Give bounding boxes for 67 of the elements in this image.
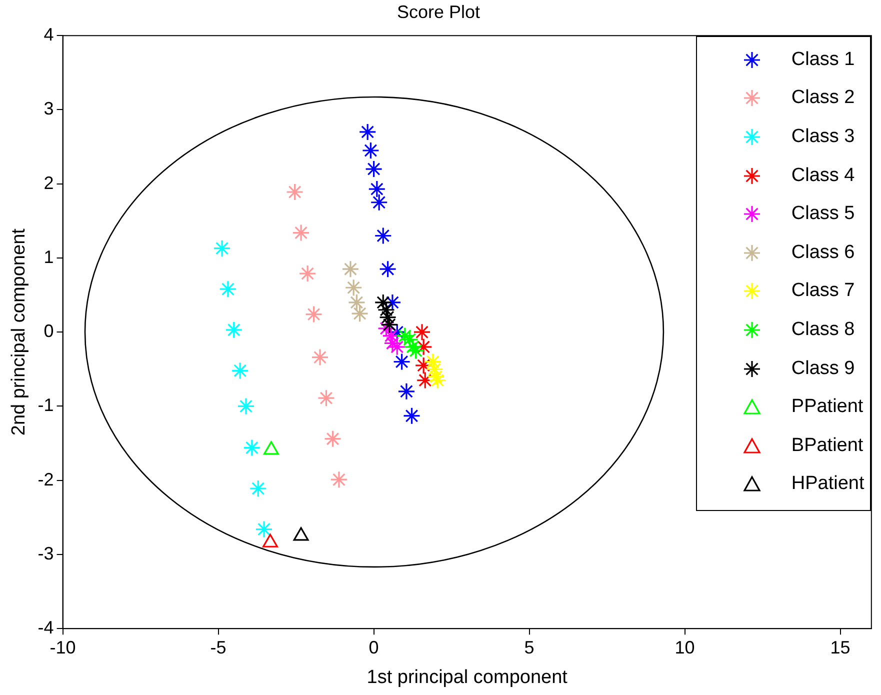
- point: [237, 397, 255, 416]
- point: [219, 280, 237, 298]
- point: [249, 480, 267, 498]
- y-tick-label: 1: [44, 246, 54, 267]
- point: [243, 438, 261, 457]
- legend-label: HPatient: [791, 473, 864, 496]
- point: [370, 194, 388, 212]
- point: [292, 224, 310, 242]
- y-tick-label: -1: [38, 395, 54, 416]
- point: [255, 520, 273, 538]
- legend-label: Class 1: [791, 48, 855, 71]
- point: [342, 260, 360, 278]
- point: [225, 321, 243, 339]
- point: [402, 407, 421, 425]
- legend-label: Class 9: [791, 358, 855, 380]
- point: [428, 371, 446, 390]
- point: [324, 430, 342, 448]
- legend-label: Class 7: [791, 280, 855, 302]
- legend-label: Class 2: [791, 87, 855, 110]
- chart-title: Score Plot: [396, 2, 480, 22]
- point: [330, 470, 348, 488]
- y-tick-label: -3: [38, 543, 54, 564]
- y-tick-label: -4: [38, 618, 54, 638]
- point: [398, 382, 416, 400]
- point: [414, 356, 432, 374]
- y-tick-label: 3: [44, 98, 54, 119]
- point: [392, 352, 411, 371]
- point: [365, 160, 383, 178]
- point: [384, 294, 402, 312]
- point: [298, 264, 316, 282]
- legend-label: PPatient: [791, 396, 864, 418]
- y-tick-label: 0: [44, 321, 54, 342]
- point: [304, 306, 323, 324]
- point: [286, 183, 304, 201]
- point: [348, 294, 366, 312]
- legend-label: Class 5: [791, 203, 855, 226]
- point: [374, 226, 392, 245]
- y-tick-label: 2: [44, 172, 54, 193]
- x-tick-label: 15: [830, 637, 850, 658]
- legend-label: Class 6: [791, 242, 855, 264]
- point: [344, 278, 362, 296]
- point: [379, 260, 397, 278]
- x-tick-label: 5: [524, 637, 534, 658]
- y-axis-title: 2nd principal component: [8, 228, 30, 436]
- point: [317, 389, 336, 407]
- point: [416, 371, 434, 390]
- point: [406, 342, 425, 360]
- point: [358, 123, 376, 141]
- point: [351, 304, 369, 322]
- point: [311, 348, 329, 366]
- point: [231, 362, 249, 380]
- x-tick-label: -5: [210, 637, 226, 658]
- point: [362, 142, 380, 160]
- x-tick-label: -10: [50, 637, 76, 658]
- point: [388, 323, 406, 341]
- legend-label: Class 4: [791, 164, 855, 187]
- x-tick-label: 10: [674, 637, 695, 658]
- point: [413, 323, 431, 341]
- x-axis-title: 1st principal component: [366, 666, 568, 688]
- y-tick-label: 4: [44, 24, 54, 45]
- point: [213, 240, 231, 258]
- x-tick-label: 0: [368, 637, 379, 658]
- point: [368, 180, 386, 198]
- legend-label: Class 8: [791, 319, 855, 342]
- y-tick-label: -2: [38, 469, 54, 490]
- legend-label: BPatient: [791, 434, 864, 457]
- legend-label: Class 3: [791, 126, 855, 148]
